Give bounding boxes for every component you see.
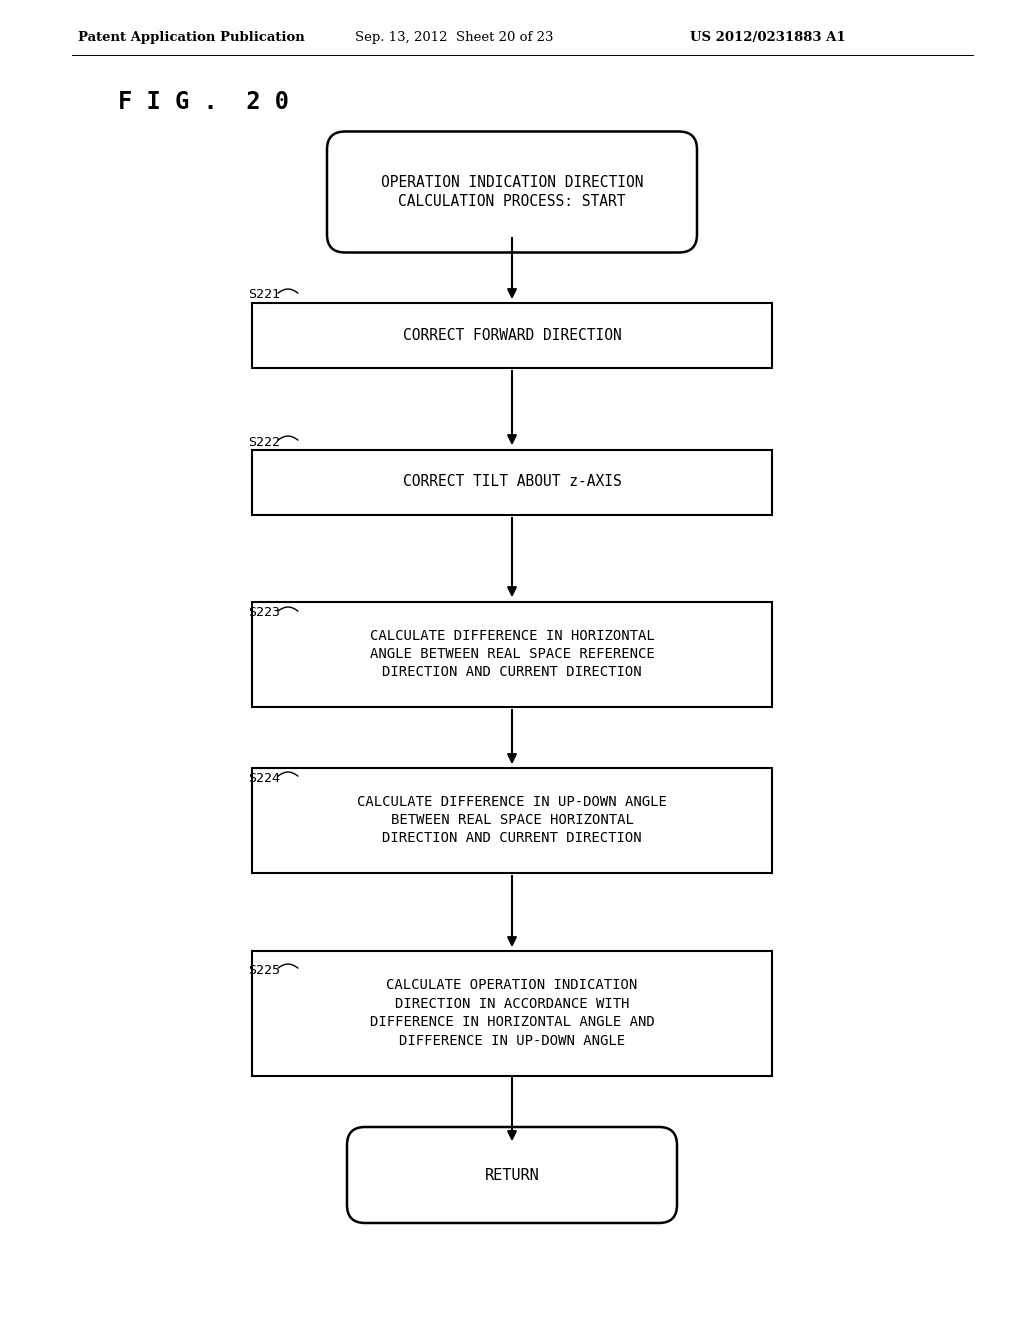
Text: S224: S224 (248, 771, 280, 784)
Text: S222: S222 (248, 436, 280, 449)
Bar (252, 950, 772, 1076)
Bar (252, 767, 772, 873)
Text: S225: S225 (248, 964, 280, 977)
Text: CORRECT FORWARD DIRECTION: CORRECT FORWARD DIRECTION (402, 327, 622, 342)
Text: Sep. 13, 2012  Sheet 20 of 23: Sep. 13, 2012 Sheet 20 of 23 (355, 30, 554, 44)
Bar (252, 602, 772, 706)
Text: OPERATION INDICATION DIRECTION
CALCULATION PROCESS: START: OPERATION INDICATION DIRECTION CALCULATI… (381, 174, 643, 210)
Text: CALCULATE DIFFERENCE IN HORIZONTAL
ANGLE BETWEEN REAL SPACE REFERENCE
DIRECTION : CALCULATE DIFFERENCE IN HORIZONTAL ANGLE… (370, 628, 654, 680)
Text: F I G .  2 0: F I G . 2 0 (118, 90, 289, 114)
Bar (252, 450, 772, 515)
FancyBboxPatch shape (347, 1127, 677, 1224)
Bar (252, 302, 772, 367)
FancyBboxPatch shape (327, 132, 697, 252)
Text: Patent Application Publication: Patent Application Publication (78, 30, 305, 44)
Text: US 2012/0231883 A1: US 2012/0231883 A1 (690, 30, 846, 44)
Text: CORRECT TILT ABOUT z-AXIS: CORRECT TILT ABOUT z-AXIS (402, 474, 622, 490)
Text: CALCULATE OPERATION INDICATION
DIRECTION IN ACCORDANCE WITH
DIFFERENCE IN HORIZO: CALCULATE OPERATION INDICATION DIRECTION… (370, 978, 654, 1048)
Text: S221: S221 (248, 289, 280, 301)
Text: CALCULATE DIFFERENCE IN UP-DOWN ANGLE
BETWEEN REAL SPACE HORIZONTAL
DIRECTION AN: CALCULATE DIFFERENCE IN UP-DOWN ANGLE BE… (357, 795, 667, 845)
Text: RETURN: RETURN (484, 1167, 540, 1183)
Text: S223: S223 (248, 606, 280, 619)
